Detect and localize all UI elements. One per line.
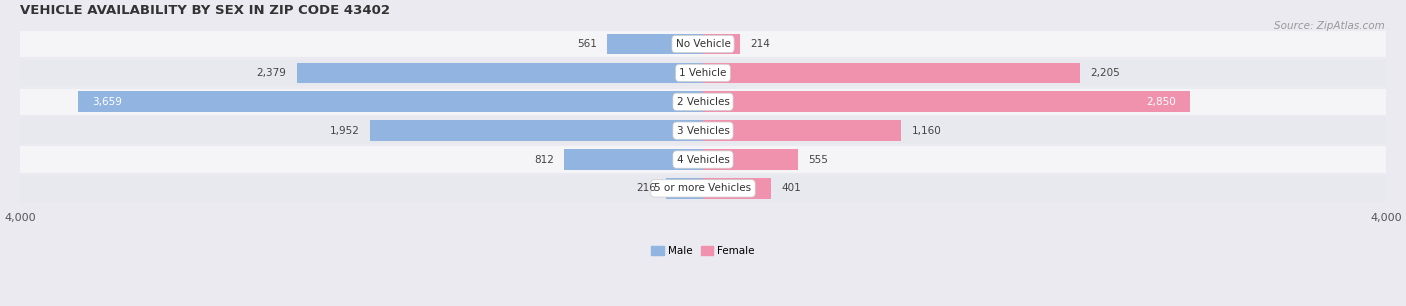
Bar (703, 91, 1189, 112)
Bar (20, 88, 1386, 115)
Bar (703, 34, 740, 54)
Text: 3 Vehicles: 3 Vehicles (676, 126, 730, 136)
Text: 2,850: 2,850 (1146, 97, 1175, 107)
Bar (703, 178, 772, 199)
Text: Source: ZipAtlas.com: Source: ZipAtlas.com (1274, 21, 1385, 32)
Text: 4 Vehicles: 4 Vehicles (676, 155, 730, 165)
Bar (20, 146, 1386, 173)
Text: 401: 401 (782, 183, 801, 193)
Text: 1 Vehicle: 1 Vehicle (679, 68, 727, 78)
Text: 214: 214 (749, 39, 769, 49)
Bar (20, 118, 1386, 144)
Bar (79, 91, 703, 112)
Bar (564, 149, 703, 170)
Text: 812: 812 (534, 155, 554, 165)
Text: 3,659: 3,659 (91, 97, 122, 107)
Bar (703, 120, 901, 141)
Text: 1,952: 1,952 (329, 126, 360, 136)
Bar (20, 31, 1386, 57)
Bar (703, 62, 1080, 83)
Text: 2,205: 2,205 (1090, 68, 1119, 78)
Text: 555: 555 (808, 155, 828, 165)
Bar (703, 149, 797, 170)
Bar (607, 34, 703, 54)
Text: 5 or more Vehicles: 5 or more Vehicles (654, 183, 752, 193)
Bar (666, 178, 703, 199)
Text: 2 Vehicles: 2 Vehicles (676, 97, 730, 107)
Text: 216: 216 (636, 183, 655, 193)
Text: 561: 561 (576, 39, 598, 49)
Bar (20, 60, 1386, 86)
Text: No Vehicle: No Vehicle (675, 39, 731, 49)
Text: VEHICLE AVAILABILITY BY SEX IN ZIP CODE 43402: VEHICLE AVAILABILITY BY SEX IN ZIP CODE … (20, 4, 389, 17)
Bar (370, 120, 703, 141)
Bar (20, 175, 1386, 202)
Text: 2,379: 2,379 (257, 68, 287, 78)
Legend: Male, Female: Male, Female (647, 242, 759, 260)
Text: 1,160: 1,160 (911, 126, 941, 136)
Bar (297, 62, 703, 83)
